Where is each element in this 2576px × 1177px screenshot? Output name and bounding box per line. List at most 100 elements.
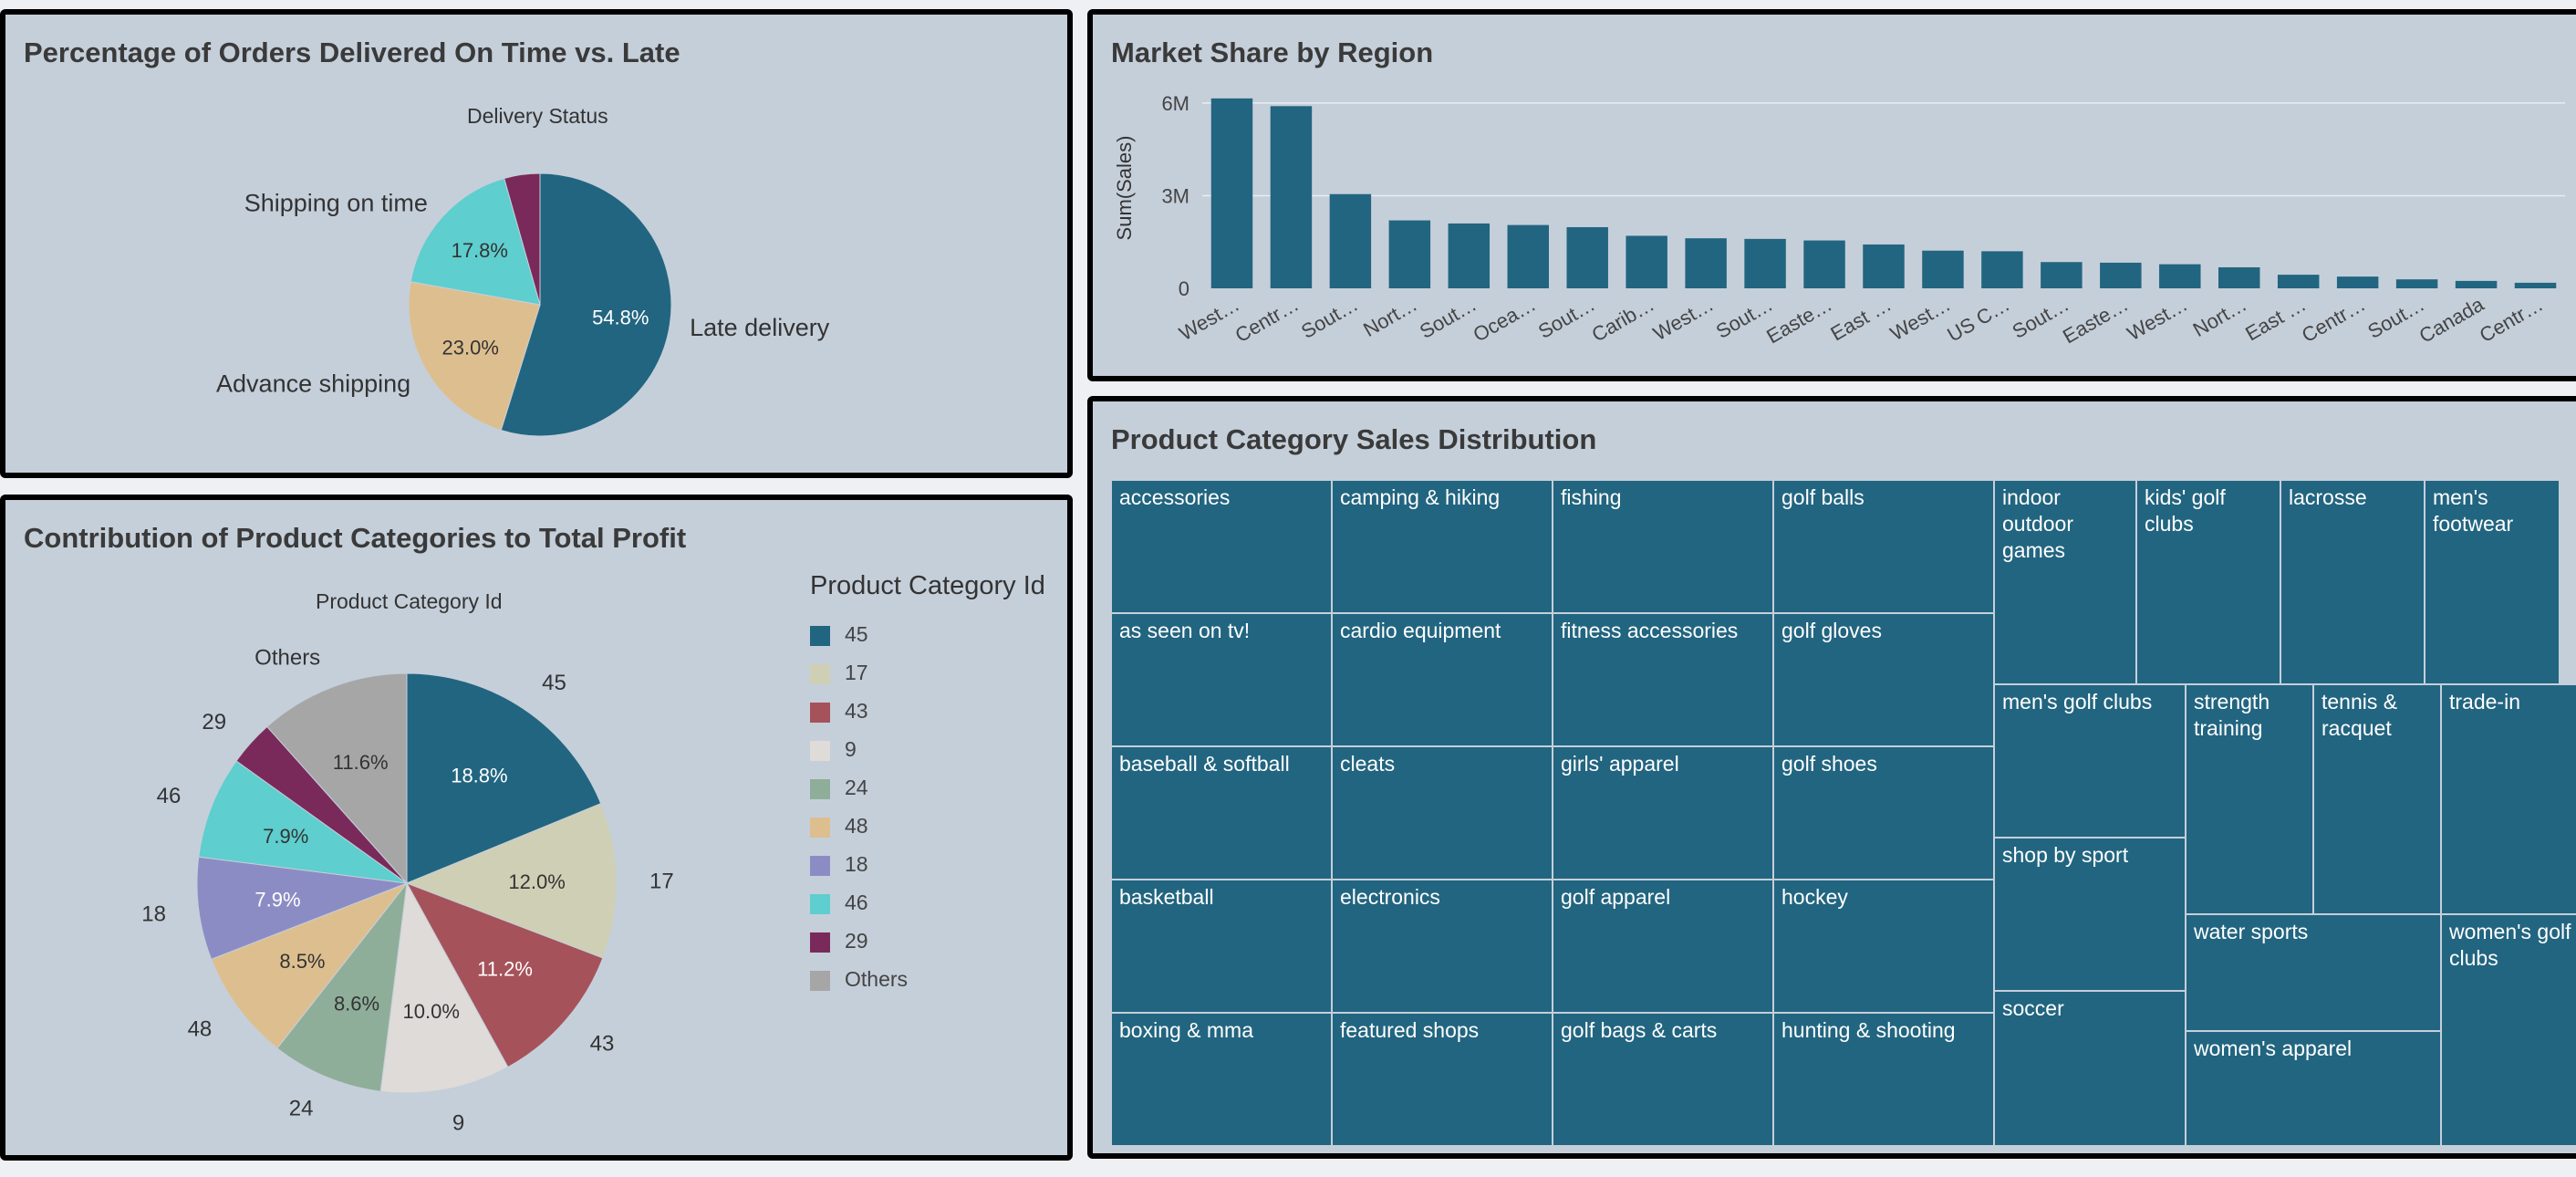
bar-east-11[interactable] (1863, 244, 1905, 288)
x-tick-label: Easte… (1762, 293, 1835, 349)
chart-subtitle: Delivery Status (467, 104, 608, 128)
legend-swatch (810, 625, 830, 646)
treemap-cell-golf-gloves[interactable]: golf gloves (1773, 613, 1994, 746)
bar-centr-1[interactable] (1270, 106, 1313, 288)
treemap-cell-girls-apparel[interactable]: girls' apparel (1553, 746, 1773, 880)
bar-sout-4[interactable] (1448, 223, 1491, 288)
bar-sout-20[interactable] (2395, 279, 2438, 288)
treemap-cell-fitness-accessories[interactable]: fitness accessories (1553, 613, 1773, 746)
treemap-cell-cardio-equipment[interactable]: cardio equipment (1332, 613, 1553, 746)
treemap-cell-kids-golf-clubs[interactable]: kids' golf clubs (2136, 480, 2280, 684)
slice-percent-label: 12.0% (508, 870, 565, 893)
legend-item-17[interactable]: 17 (810, 661, 868, 685)
treemap-cell-electronics[interactable]: electronics (1332, 880, 1553, 1013)
slice-percent-label: 11.6% (333, 751, 389, 774)
x-tick-label: West… (1649, 293, 1718, 346)
slice-category-label: 24 (289, 1096, 314, 1120)
treemap-cell-golf-balls[interactable]: golf balls (1773, 480, 1994, 613)
y-axis-label: Sum(Sales) (1113, 136, 1136, 241)
legend-item-43[interactable]: 43 (810, 699, 868, 724)
legend-swatch (810, 702, 830, 723)
treemap-cell-lacrosse[interactable]: lacrosse (2280, 480, 2425, 684)
legend-item-45[interactable]: 45 (810, 622, 868, 647)
slice-percent-label: 54.8% (592, 306, 649, 328)
treemap-cell-hunting-shooting[interactable]: hunting & shooting (1773, 1013, 1994, 1146)
treemap-cell-basketball[interactable]: basketball (1111, 880, 1332, 1013)
x-tick-label: Centr… (1231, 293, 1303, 348)
pie-slice-advance-shipping (408, 281, 541, 432)
pie-slice-17 (405, 802, 618, 959)
bar-west-8[interactable] (1685, 238, 1727, 288)
bar-easte-10[interactable] (1803, 240, 1845, 288)
x-tick-label: Carib… (1588, 293, 1658, 347)
pie-slice-46 (198, 760, 408, 884)
treemap-cell-golf-shoes[interactable]: golf shoes (1773, 746, 1994, 880)
market-share-panel: Market Share by Region 0 3M 6M Sum(Sales) We… (1087, 9, 2576, 381)
treemap-cell-accessories[interactable]: accessories (1111, 480, 1332, 613)
bar-sout-14[interactable] (2041, 262, 2083, 288)
treemap-cell-cleats[interactable]: cleats (1332, 746, 1553, 880)
treemap-cell-as-seen-on-tv[interactable]: as seen on tv! (1111, 613, 1332, 746)
slice-category-label: 17 (649, 870, 674, 894)
bar-ocea-5[interactable] (1507, 224, 1549, 288)
treemap-cell-camping-hiking[interactable]: camping & hiking (1332, 480, 1553, 613)
slice-percent-label: 11.2% (477, 958, 533, 981)
legend-item-others[interactable]: Others (810, 967, 908, 992)
legend-item-48[interactable]: 48 (810, 814, 868, 838)
treemap-cell-golf-apparel[interactable]: golf apparel (1553, 880, 1773, 1013)
bar-west-0[interactable] (1210, 98, 1253, 288)
treemap-cell-tennis-racquet[interactable]: tennis & racquet (2313, 684, 2441, 914)
delivery-pie-chart: 54.8% Late delivery 23.0% Advance shipping 1… (216, 172, 830, 437)
bar-sout-9[interactable] (1744, 238, 1786, 288)
x-tick-label: Easte… (2059, 293, 2132, 349)
treemap-chart: accessories as seen on tv! baseball & soft… (1093, 401, 2576, 1153)
legend-item-18[interactable]: 18 (810, 852, 868, 877)
bar-us-c-13[interactable] (1981, 251, 2023, 288)
bar-canada-21[interactable] (2455, 280, 2498, 288)
bar-west-16[interactable] (2159, 264, 2201, 288)
legend-label: 43 (845, 699, 868, 723)
slice-percent-label: 10.0% (403, 1000, 460, 1023)
legend-swatch (810, 817, 830, 838)
treemap-cell-hockey[interactable]: hockey (1773, 880, 1994, 1013)
x-tick-label: Sout… (2363, 293, 2428, 343)
treemap-cell-golf-bags-carts[interactable]: golf bags & carts (1553, 1013, 1773, 1146)
bar-sout-6[interactable] (1566, 226, 1608, 288)
bar-sout-2[interactable] (1329, 193, 1372, 288)
bar-easte-15[interactable] (2100, 262, 2142, 288)
treemap-cell-boxing-mma[interactable]: boxing & mma (1111, 1013, 1332, 1146)
slice-percent-label: 8.5% (279, 950, 325, 973)
treemap-cell-strength-training[interactable]: strength training (2186, 684, 2313, 914)
bar-carib-7[interactable] (1626, 235, 1667, 288)
x-tick-label: Centr… (2476, 293, 2547, 348)
legend-item-9[interactable]: 9 (810, 737, 857, 762)
treemap-cell-shop-by-sport[interactable]: shop by sport (1994, 838, 2186, 991)
legend-label: 24 (845, 776, 868, 799)
treemap-cell-water-sports[interactable]: water sports (2186, 914, 2441, 1031)
treemap-cell-baseball-softball[interactable]: baseball & softball (1111, 746, 1332, 880)
treemap-cell-featured-shops[interactable]: featured shops (1332, 1013, 1553, 1146)
legend-item-24[interactable]: 24 (810, 776, 868, 800)
bar-centr-19[interactable] (2336, 276, 2379, 288)
treemap-cell-trade-in[interactable]: trade-in (2441, 684, 2576, 914)
x-tick-label: Sout… (1297, 293, 1362, 343)
bar-nort-17[interactable] (2218, 266, 2260, 288)
bar-west-12[interactable] (1922, 250, 1964, 288)
chart-subtitle: Product Category Id (316, 589, 503, 613)
treemap-cell-women-s-golf-clubs[interactable]: women's golf clubs (2441, 914, 2576, 1146)
treemap-cell-fishing[interactable]: fishing (1553, 480, 1773, 613)
x-tick-label: West… (2124, 293, 2192, 346)
treemap-cell-soccer[interactable]: soccer (1994, 991, 2186, 1146)
treemap-cell-men-s-footwear[interactable]: men's footwear (2425, 480, 2560, 684)
bar-nort-3[interactable] (1388, 220, 1431, 288)
treemap-cell-women-s-apparel[interactable]: women's apparel (2186, 1031, 2441, 1146)
market-share-bar-chart: 03M6MSum(Sales)West…Centr…Sout…Nort…Sout… (1113, 92, 2565, 349)
treemap-cell-indoor-outdoor-games[interactable]: indoor outdoor games (1994, 480, 2136, 684)
legend-item-46[interactable]: 46 (810, 891, 868, 915)
treemap-cell-men-s-golf-clubs[interactable]: men's golf clubs (1994, 684, 2186, 838)
bar-centr-22[interactable] (2514, 282, 2557, 288)
profit-pie-chart: 18.8% 45 12.0% 17 11.2% 43 10.0% 9 8.6% 24 8.5% 48 7… (141, 645, 674, 1135)
legend-item-29[interactable]: 29 (810, 929, 868, 953)
panel-title: Market Share by Region (1111, 36, 1434, 68)
bar-east-18[interactable] (2277, 275, 2320, 288)
